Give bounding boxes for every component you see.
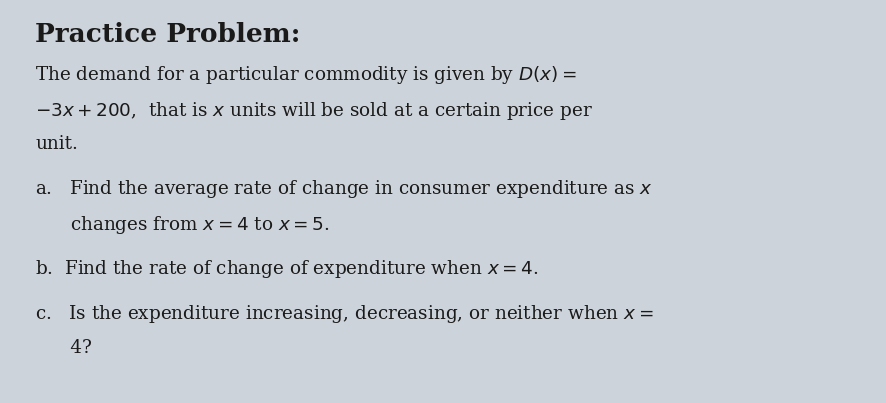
Text: unit.: unit. bbox=[35, 135, 78, 154]
Text: a.   Find the average rate of change in consumer expenditure as $x$: a. Find the average rate of change in co… bbox=[35, 178, 653, 200]
Text: changes from $x = 4$ to $x = 5$.: changes from $x = 4$ to $x = 5$. bbox=[35, 214, 330, 236]
Text: Practice Problem:: Practice Problem: bbox=[35, 22, 301, 47]
Text: b.  Find the rate of change of expenditure when $x = 4$.: b. Find the rate of change of expenditur… bbox=[35, 258, 539, 280]
Text: 4?: 4? bbox=[35, 339, 92, 357]
Text: The demand for a particular commodity is given by $D(x) =$: The demand for a particular commodity is… bbox=[35, 64, 577, 87]
Text: $-3x + 200$,  that is $x$ units will be sold at a certain price per: $-3x + 200$, that is $x$ units will be s… bbox=[35, 100, 594, 122]
Text: c.   Is the expenditure increasing, decreasing, or neither when $x =$: c. Is the expenditure increasing, decrea… bbox=[35, 303, 654, 325]
